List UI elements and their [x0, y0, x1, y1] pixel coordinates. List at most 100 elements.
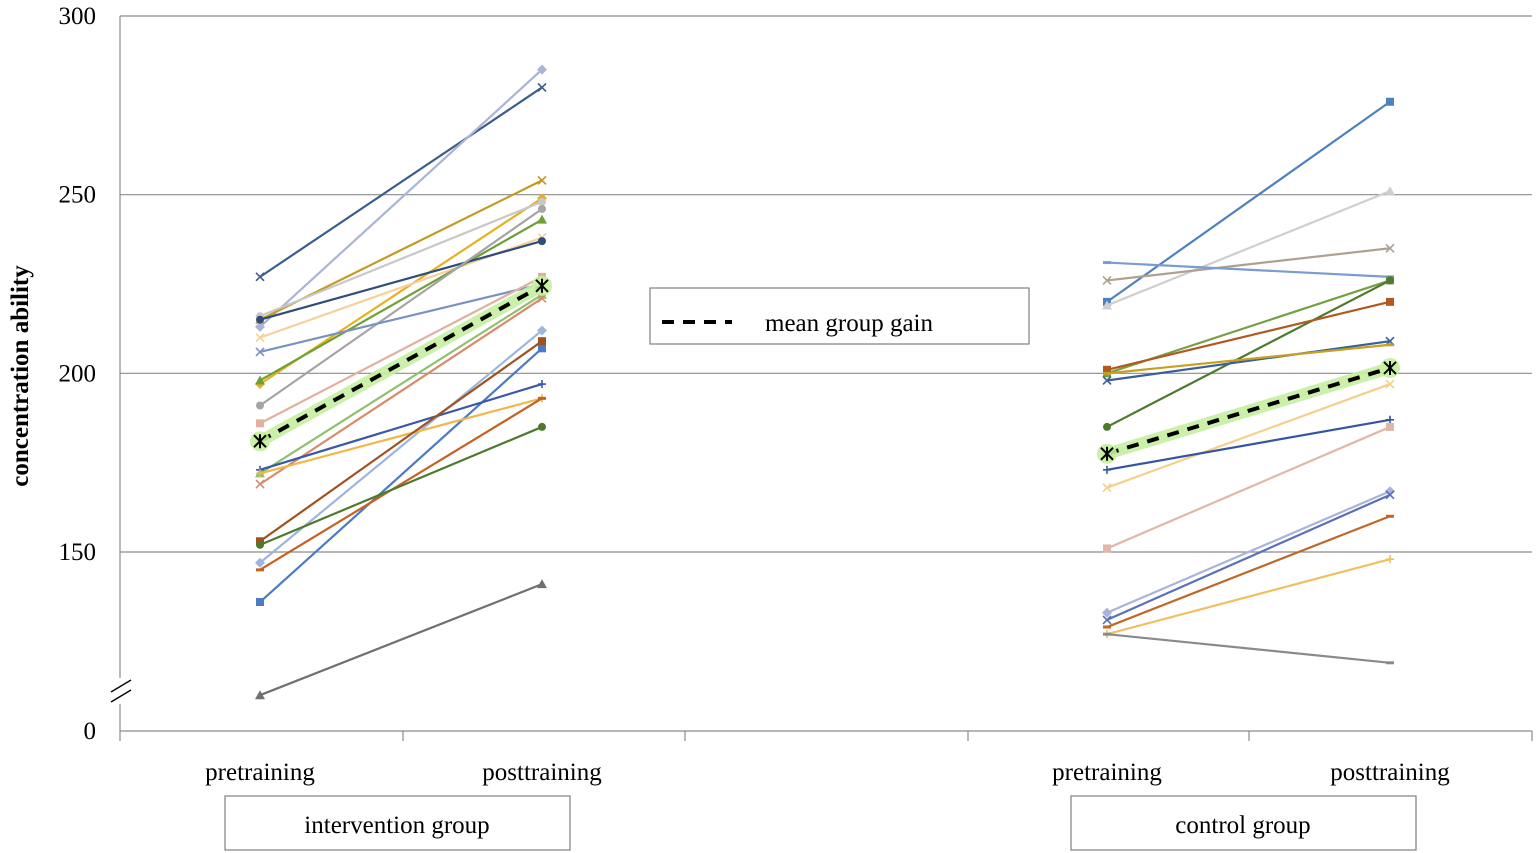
series-line: [1106, 493, 1391, 621]
axes: [110, 16, 1533, 741]
data-point: [255, 347, 265, 357]
y-tick-label: 250: [59, 182, 97, 209]
series-line: [1106, 418, 1391, 471]
data-point: [1386, 555, 1394, 564]
participant-series: [255, 64, 547, 332]
data-point: [1102, 375, 1112, 386]
y-tick-label: 0: [84, 718, 97, 745]
participant-series: [256, 344, 546, 607]
participant-series: [255, 579, 547, 700]
data-point: [1103, 632, 1111, 636]
participant-series: [1103, 514, 1394, 629]
participant-series: [256, 394, 546, 478]
series-line: [1106, 190, 1391, 307]
series-line: [1106, 247, 1391, 282]
mean-point: [535, 278, 549, 293]
data-point: [256, 401, 264, 410]
participant-series: [256, 422, 546, 549]
series-line: [1106, 383, 1391, 489]
participant-series: [1103, 415, 1394, 474]
data-point: [1385, 486, 1395, 497]
data-point: [1103, 465, 1111, 474]
participant-series: [1102, 490, 1395, 625]
series-line: [1106, 515, 1391, 629]
data-point: [1385, 186, 1395, 196]
series-line: [259, 297, 543, 486]
series-line: [259, 86, 543, 278]
data-point: [1385, 379, 1395, 389]
series-line: [259, 275, 543, 425]
data-point: [1102, 275, 1112, 285]
data-point: [1103, 261, 1111, 265]
legend-box: [649, 287, 1030, 345]
data-point: [255, 375, 265, 385]
data-point: [1386, 422, 1394, 431]
participant-series: [255, 293, 547, 489]
data-point: [537, 579, 547, 589]
data-point: [255, 272, 265, 282]
data-point: [255, 479, 265, 489]
data-point: [537, 293, 547, 303]
data-point: [255, 321, 265, 332]
series-line: [259, 293, 543, 475]
data-point: [1386, 343, 1394, 347]
participant-series: [1102, 486, 1395, 618]
participant-series: [1103, 276, 1394, 378]
axis-break-mark: [110, 689, 132, 703]
data-point: [1386, 415, 1394, 424]
participant-series: [1103, 632, 1394, 665]
series-line: [259, 200, 543, 318]
data-point: [1385, 243, 1395, 253]
data-point: [1103, 365, 1111, 374]
participant-series: [255, 214, 547, 385]
group-label-control: control group: [1070, 795, 1417, 851]
group-label-text: intervention group: [304, 812, 489, 839]
series-line: [1106, 300, 1391, 371]
data-point: [537, 175, 547, 185]
data-point: [256, 598, 264, 607]
data-point: [1386, 97, 1394, 106]
x-tick-label: posttraining: [1330, 759, 1450, 786]
data-point: [1386, 661, 1394, 665]
series-line: [259, 347, 543, 603]
series-line: [259, 68, 543, 328]
mean-group-gain-line: [1097, 357, 1400, 464]
data-point: [538, 380, 546, 389]
data-point: [538, 344, 546, 353]
legend: mean group gain: [649, 287, 1030, 345]
series-line: [1106, 261, 1391, 278]
mean-lines: [250, 275, 1400, 464]
legend-label: mean group gain: [765, 310, 934, 337]
data-point: [1102, 615, 1112, 625]
data-point: [538, 204, 546, 213]
series-line: [259, 397, 543, 571]
data-point: [537, 82, 547, 93]
series-line: [259, 425, 543, 546]
data-point: [256, 419, 264, 428]
participant-series: [1102, 186, 1395, 310]
data-point: [256, 315, 264, 324]
participant-series: [255, 82, 547, 282]
data-point: [538, 197, 546, 206]
x-tick-label: pretraining: [1052, 759, 1162, 786]
x-tick-labels: pretraining posttraining pretraining posttr…: [205, 759, 1450, 786]
series-line: [1106, 279, 1391, 428]
participant-series: [1102, 379, 1395, 493]
data-point: [537, 64, 547, 75]
series-line: [259, 397, 543, 475]
series-line: [1106, 343, 1391, 375]
data-point: [1103, 625, 1111, 629]
mean-group-gain-line: [250, 275, 552, 452]
y-tick-label: 150: [59, 539, 97, 566]
participant-series: [256, 380, 546, 474]
data-point: [538, 237, 546, 246]
data-point: [1386, 276, 1394, 285]
series-line: [1106, 425, 1391, 550]
data-point: [255, 333, 265, 343]
group-label-intervention: intervention group: [224, 795, 571, 851]
mean-point: [1383, 360, 1397, 375]
participant-series: [1103, 422, 1394, 553]
series-line: [259, 218, 543, 382]
mean-line: [1106, 366, 1391, 456]
data-point: [1103, 544, 1111, 553]
